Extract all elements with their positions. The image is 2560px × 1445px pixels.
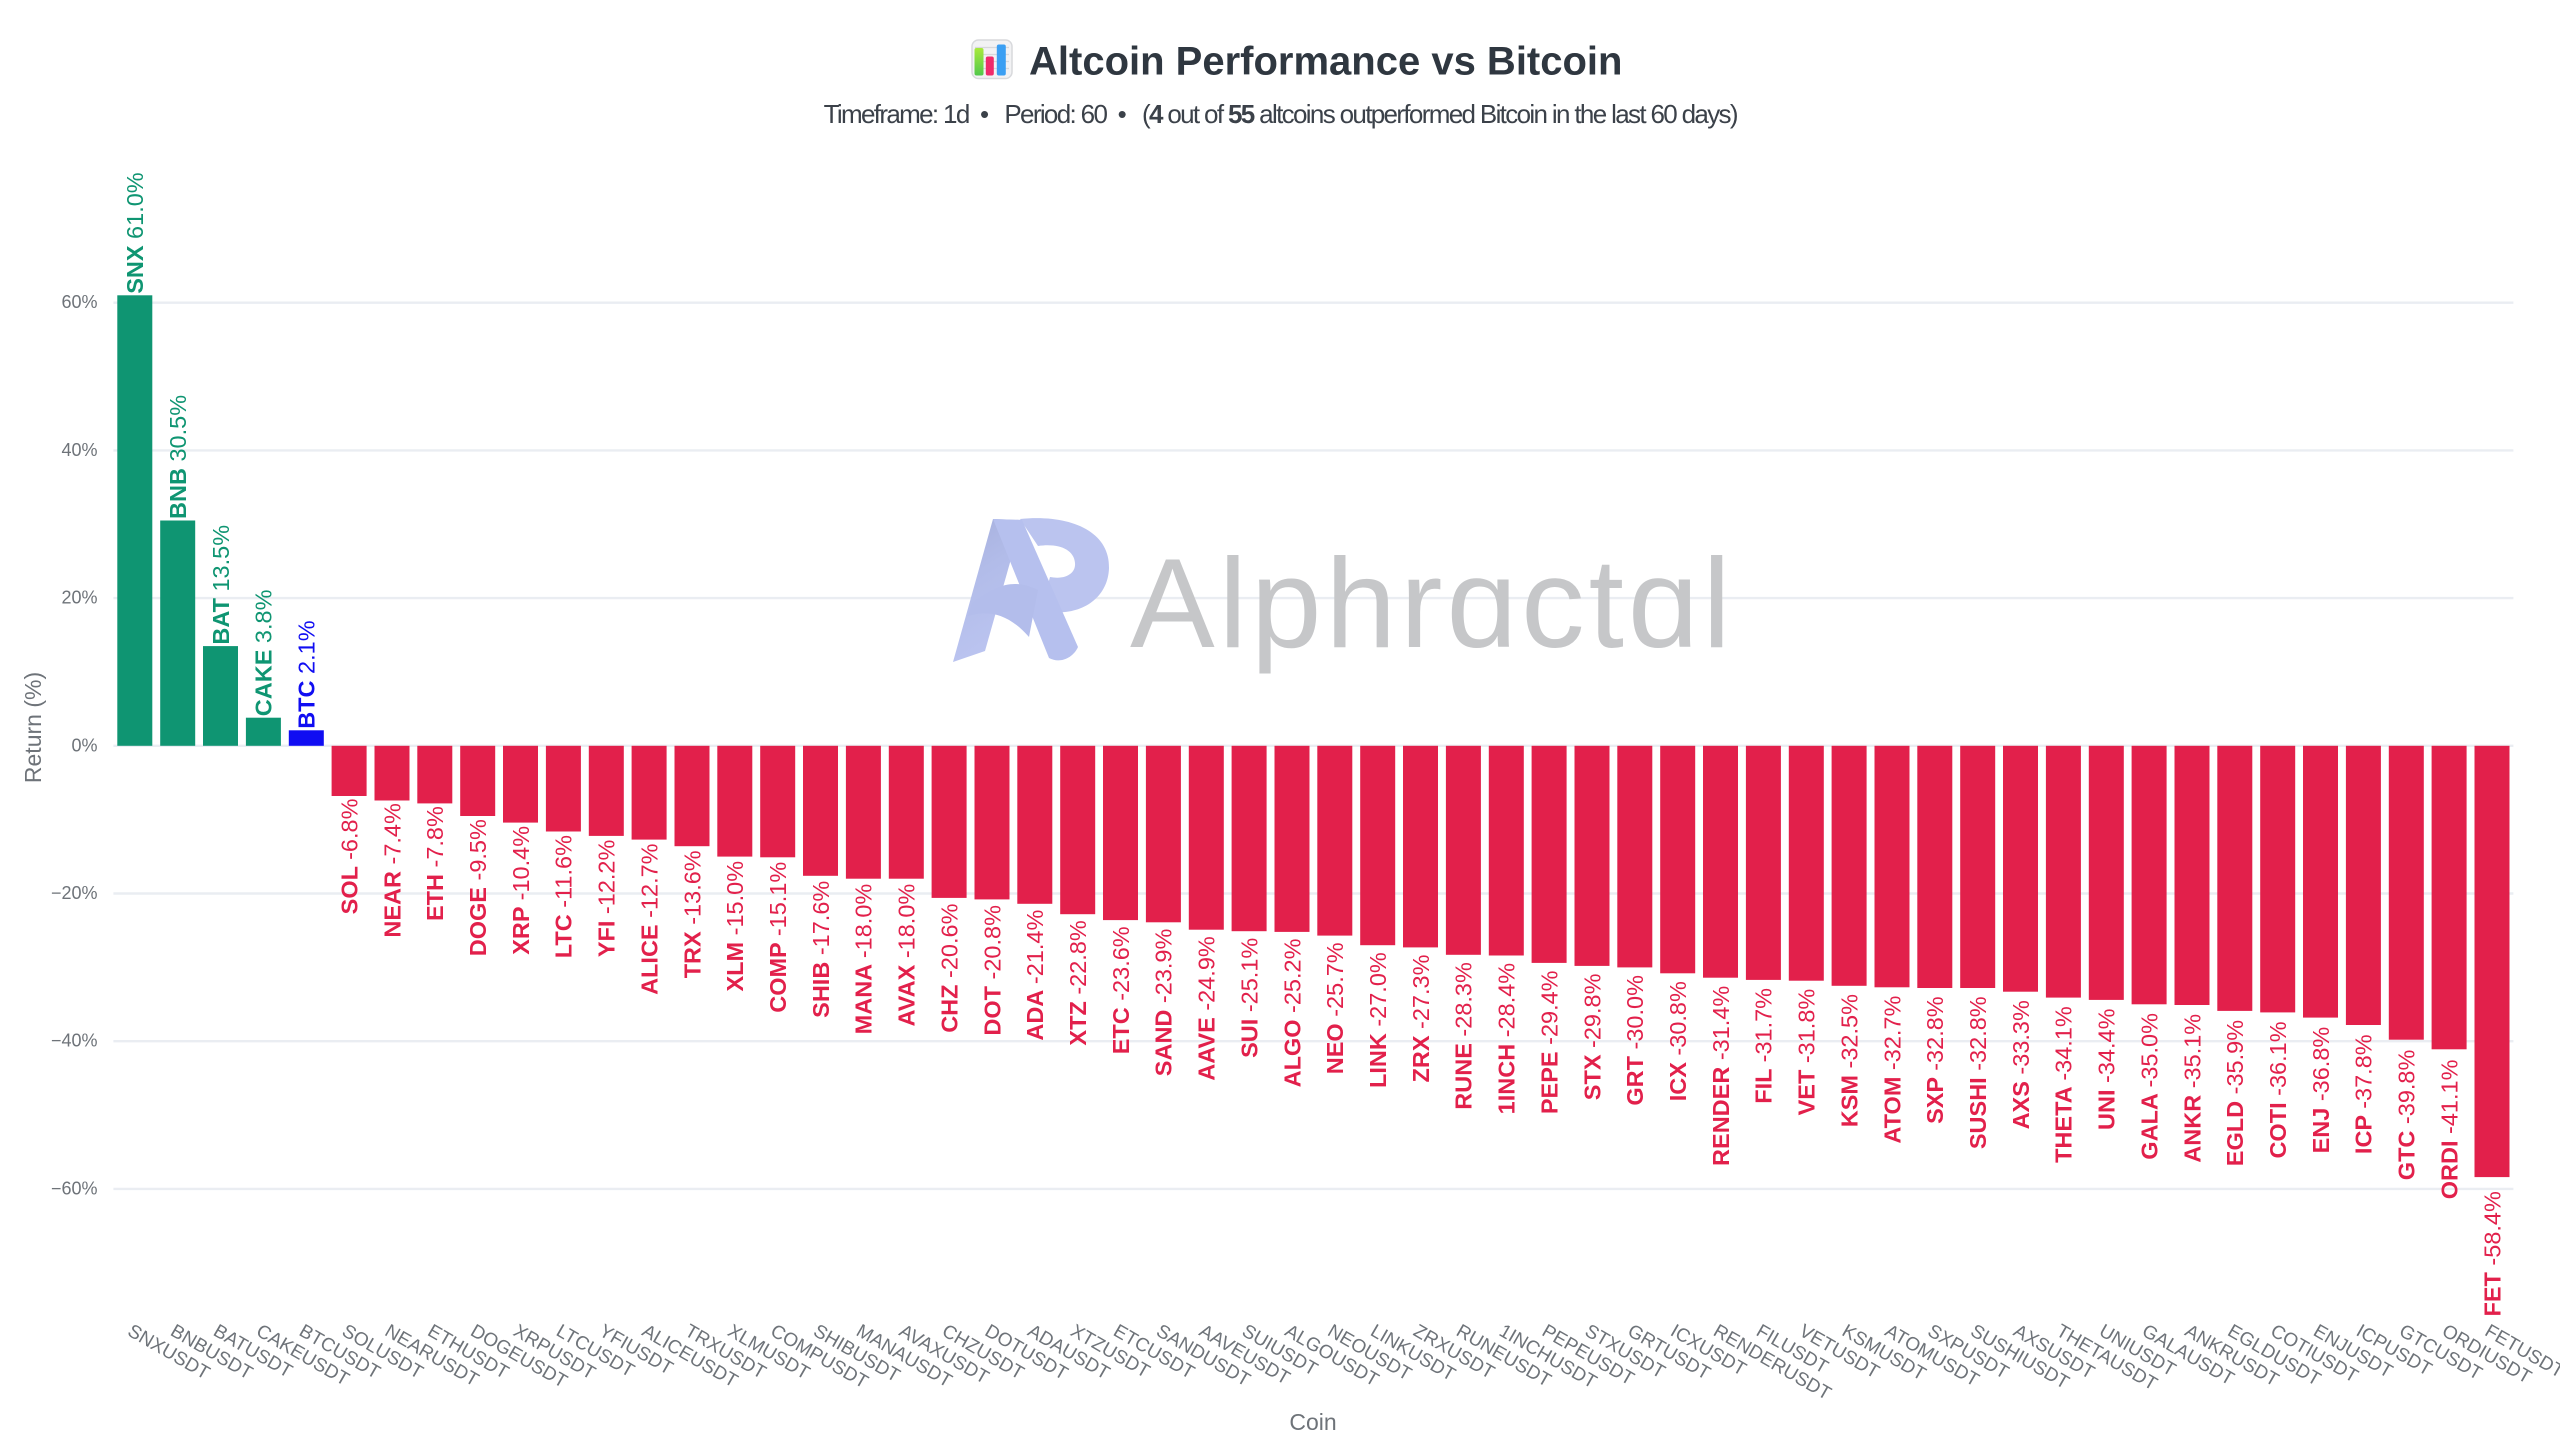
svg-text:20%: 20% — [61, 588, 97, 608]
svg-text:EGLD -35.9%: EGLD -35.9% — [2222, 1020, 2248, 1166]
svg-text:NEO -25.7%: NEO -25.7% — [1322, 942, 1348, 1074]
svg-text:ICX -30.8%: ICX -30.8% — [1665, 981, 1691, 1101]
svg-text:BAT 13.5%: BAT 13.5% — [208, 525, 234, 645]
svg-text:ATOM -32.7%: ATOM -32.7% — [1879, 996, 1905, 1144]
svg-text:STX -29.8%: STX -29.8% — [1579, 973, 1605, 1100]
svg-text:NEAR -7.4%: NEAR -7.4% — [379, 803, 405, 938]
svg-text:XRP -10.4%: XRP -10.4% — [508, 826, 534, 955]
svg-text:−20%: −20% — [51, 883, 98, 903]
svg-text:SNX 61.0%: SNX 61.0% — [122, 172, 148, 294]
svg-text:ORDI -41.1%: ORDI -41.1% — [2436, 1059, 2462, 1199]
svg-text:ETC -23.6%: ETC -23.6% — [1108, 926, 1134, 1054]
svg-text:XTZ -22.8%: XTZ -22.8% — [1065, 920, 1091, 1045]
svg-text:ICP -37.8%: ICP -37.8% — [2351, 1034, 2377, 1154]
svg-text:LTC -11.6%: LTC -11.6% — [551, 835, 577, 958]
svg-text:PEPE -29.4%: PEPE -29.4% — [1536, 970, 1562, 1114]
svg-text:BNB 30.5%: BNB 30.5% — [165, 395, 191, 519]
svg-text:YFI -12.2%: YFI -12.2% — [594, 840, 620, 958]
svg-text:ANKR -35.1%: ANKR -35.1% — [2179, 1014, 2205, 1163]
svg-text:RENDER -31.4%: RENDER -31.4% — [1708, 986, 1734, 1166]
svg-text:DOGE -9.5%: DOGE -9.5% — [465, 819, 491, 956]
svg-text:SOL -6.8%: SOL -6.8% — [336, 798, 362, 914]
svg-text:ETH -7.8%: ETH -7.8% — [422, 806, 448, 921]
svg-text:AAVE -24.9%: AAVE -24.9% — [1194, 936, 1220, 1081]
svg-text:RUNE -28.3%: RUNE -28.3% — [1451, 962, 1477, 1110]
svg-text:FET -58.4%: FET -58.4% — [2479, 1191, 2505, 1316]
svg-text:FIL -31.7%: FIL -31.7% — [1751, 988, 1777, 1104]
svg-text:Altcoin Performance vs Bitcoin: Altcoin Performance vs Bitcoin — [1029, 40, 1622, 84]
svg-text:ENJ -36.8%: ENJ -36.8% — [2308, 1027, 2334, 1154]
svg-text:DOT -20.8%: DOT -20.8% — [979, 905, 1005, 1036]
svg-text:MANA -18.0%: MANA -18.0% — [851, 884, 877, 1035]
svg-text:Alphrɑctɑl: Alphrɑctɑl — [1130, 532, 1735, 674]
svg-text:−60%: −60% — [51, 1178, 98, 1198]
svg-text:Coin: Coin — [1289, 1409, 1336, 1435]
svg-text:ALICE -12.7%: ALICE -12.7% — [636, 843, 662, 995]
svg-text:COTI -36.1%: COTI -36.1% — [2265, 1021, 2291, 1158]
svg-text:SXP -32.8%: SXP -32.8% — [1922, 996, 1948, 1124]
svg-text:ALGO -25.2%: ALGO -25.2% — [1279, 938, 1305, 1087]
svg-text:GALA -35.0%: GALA -35.0% — [2136, 1013, 2162, 1160]
svg-text:BTC 2.1%: BTC 2.1% — [294, 620, 320, 728]
svg-text:CHZ -20.6%: CHZ -20.6% — [936, 903, 962, 1032]
svg-text:GRT -30.0%: GRT -30.0% — [1622, 975, 1648, 1106]
svg-text:VET -31.8%: VET -31.8% — [1794, 989, 1820, 1116]
svg-text:60%: 60% — [61, 292, 97, 312]
svg-text:AVAX -18.0%: AVAX -18.0% — [894, 884, 920, 1027]
svg-text:ADA -21.4%: ADA -21.4% — [1022, 910, 1048, 1041]
svg-text:COMP -15.1%: COMP -15.1% — [765, 862, 791, 1013]
svg-text:Return (%): Return (%) — [20, 672, 46, 783]
svg-text:TRX -13.6%: TRX -13.6% — [679, 850, 705, 978]
svg-text:SUSHI -32.8%: SUSHI -32.8% — [1965, 996, 1991, 1149]
svg-text:SHIB -17.6%: SHIB -17.6% — [808, 881, 834, 1018]
svg-text:CAKE 3.8%: CAKE 3.8% — [251, 589, 277, 716]
svg-text:KSM -32.5%: KSM -32.5% — [1836, 994, 1862, 1127]
svg-text:0%: 0% — [71, 735, 97, 755]
svg-text:Timeframe: 1d • Period: 60 •: Timeframe: 1d • Period: 60 • (4 out of 5… — [824, 99, 1738, 129]
svg-text:UNI -34.4%: UNI -34.4% — [2094, 1008, 2120, 1130]
svg-text:AXS -33.3%: AXS -33.3% — [2008, 1000, 2034, 1129]
svg-text:LINK -27.0%: LINK -27.0% — [1365, 952, 1391, 1088]
svg-text:GTC -39.8%: GTC -39.8% — [2394, 1050, 2420, 1181]
svg-text:XLM -15.0%: XLM -15.0% — [722, 861, 748, 992]
svg-text:SUI -25.1%: SUI -25.1% — [1236, 938, 1262, 1058]
svg-text:THETA -34.1%: THETA -34.1% — [2051, 1006, 2077, 1163]
svg-text:ZRX -27.3%: ZRX -27.3% — [1408, 954, 1434, 1082]
svg-text:1INCH -28.4%: 1INCH -28.4% — [1494, 963, 1520, 1115]
svg-text:40%: 40% — [61, 440, 97, 460]
svg-text:SAND -23.9%: SAND -23.9% — [1151, 929, 1177, 1077]
svg-text:−40%: −40% — [51, 1031, 98, 1051]
